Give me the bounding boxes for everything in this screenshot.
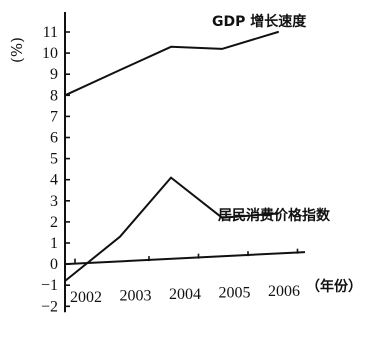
y-tick-label: 2 [50, 214, 58, 231]
y-tick-label: 7 [50, 108, 58, 125]
y-tick-label: 6 [50, 130, 58, 147]
x-axis-label: （年份） [306, 278, 362, 295]
y-tick-label: 1 [50, 235, 58, 252]
series-label-gdp: GDP 增长速度 [212, 13, 307, 30]
y-tick-label: 3 [50, 193, 58, 210]
series-line-cpi [64, 176, 279, 282]
x-tick-label: 2003 [120, 288, 152, 305]
y-tick-label: −1 [41, 277, 58, 294]
y-tick-label: 0 [50, 256, 58, 273]
series-lines [64, 31, 279, 282]
y-axis: −2 −1 0 1 2 3 4 5 6 7 8 9 10 11 [41, 12, 70, 315]
x-tick-label: 2005 [219, 285, 251, 302]
y-tick-label: 10 [42, 45, 58, 62]
x-axis-line [64, 251, 306, 266]
y-axis-label: (%) [8, 37, 26, 63]
series-label-cpi: 居民消费价格指数 [218, 207, 331, 224]
x-axis: 2002 2003 2004 2005 2006 [64, 248, 306, 306]
y-tick-label: 8 [50, 87, 58, 104]
y-tick-label: 11 [43, 24, 58, 41]
y-tick-label: 9 [50, 66, 58, 83]
x-tick-label: 2002 [70, 289, 102, 306]
x-tick-label: 2006 [268, 283, 300, 300]
y-tick-label: −2 [41, 298, 58, 315]
series-line-gdp [64, 31, 279, 97]
y-tick-label: 5 [50, 151, 58, 168]
x-tick-label: 2004 [169, 286, 201, 303]
y-tick-label: 4 [50, 172, 58, 189]
